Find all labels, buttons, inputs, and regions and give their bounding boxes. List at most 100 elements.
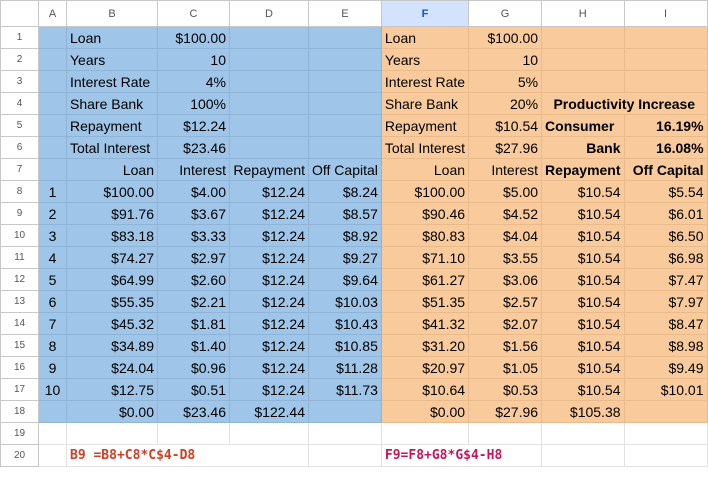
cell-right-params-3-label[interactable]: Share Bank [380,92,470,115]
cell-left-rows-3-1[interactable]: $74.27 [66,246,158,269]
row-header[interactable]: 6 [0,136,39,159]
cell-right-rows-1-3[interactable]: $6.01 [623,202,708,225]
empty-cell[interactable] [541,48,625,71]
cell-right-params-5-value[interactable]: $27.96 [468,136,543,159]
empty-cell[interactable] [623,422,708,445]
cell-left-rows-7-4[interactable]: $10.85 [308,334,382,357]
cell-left-rows-6-0[interactable]: 7 [38,312,67,335]
cell-right-rows-5-3[interactable]: $7.97 [623,290,708,313]
cell-left-params-0-value[interactable]: $100.00 [157,26,230,49]
cell-left-rows-4-1[interactable]: $64.99 [66,268,158,291]
cell-left-rows-0-3[interactable]: $12.24 [229,180,309,203]
cell-right-rows-2-0[interactable]: $80.83 [380,224,470,247]
cell-right-totals-1[interactable]: $27.96 [468,400,543,423]
empty-cell[interactable] [308,114,382,137]
row-header[interactable]: 10 [0,224,39,247]
empty-cell[interactable] [308,70,382,93]
row-header[interactable]: 17 [0,378,39,401]
cell-left-rows-0-4[interactable]: $8.24 [308,180,382,203]
cell-right-rows-7-1[interactable]: $1.56 [468,334,543,357]
cell-left-rows-5-1[interactable]: $55.35 [66,290,158,313]
cell-right-productivity-title[interactable]: Productivity Increase [541,92,708,115]
cell-left-rows-6-1[interactable]: $45.32 [66,312,158,335]
cell-right-rows-4-2[interactable]: $10.54 [541,268,625,291]
row-header[interactable]: 1 [0,26,39,49]
empty-cell[interactable] [541,26,625,49]
row-header[interactable]: 11 [0,246,39,269]
cell-left-rows-2-4[interactable]: $8.92 [308,224,382,247]
cell-right-rows-5-0[interactable]: $51.35 [380,290,470,313]
cell-left-rows-5-3[interactable]: $12.24 [229,290,309,313]
cell-left-rows-7-3[interactable]: $12.24 [229,334,309,357]
cell-right-rows-9-3[interactable]: $10.01 [623,378,708,401]
cell-right-rows-7-0[interactable]: $31.20 [380,334,470,357]
cell-right-productivity-consumer_value[interactable]: 16.19% [623,114,708,137]
cell-right-rows-9-2[interactable]: $10.54 [541,378,625,401]
row-header[interactable]: 9 [0,202,39,225]
row-header[interactable]: 7 [0,158,39,181]
cell-left-rows-3-2[interactable]: $2.97 [157,246,230,269]
cell-left-rows-6-4[interactable]: $10.43 [308,312,382,335]
cell-left-rows-4-0[interactable]: 5 [38,268,67,291]
cell-left-rows-7-2[interactable]: $1.40 [157,334,230,357]
cell-right-rows-1-0[interactable]: $90.46 [380,202,470,225]
cell-right-rows-6-0[interactable]: $41.32 [380,312,470,335]
empty-cell[interactable] [541,444,625,467]
cell-left-rows-2-3[interactable]: $12.24 [229,224,309,247]
cell-left-params-4-value[interactable]: $12.24 [157,114,230,137]
row-header[interactable]: 12 [0,268,39,291]
column-header-f[interactable]: F [380,0,470,27]
row-header[interactable]: 3 [0,70,39,93]
cell-right-rows-4-0[interactable]: $61.27 [380,268,470,291]
cell-right-params-2-label[interactable]: Interest Rate [380,70,470,93]
cell-left-totals-2[interactable]: $122.44 [229,400,309,423]
cell-left-rows-2-2[interactable]: $3.33 [157,224,230,247]
cell-left-rows-8-0[interactable]: 9 [38,356,67,379]
cell-left-rows-8-3[interactable]: $12.24 [229,356,309,379]
cell-right-totals-0[interactable]: $0.00 [380,400,470,423]
cell-right-rows-6-1[interactable]: $2.07 [468,312,543,335]
empty-cell[interactable] [229,26,309,49]
empty-cell[interactable] [229,136,309,159]
cell-left-params-4-label[interactable]: Repayment [66,114,158,137]
cell-left-rows-8-4[interactable]: $11.28 [308,356,382,379]
cell-left-params-1-value[interactable]: 10 [157,48,230,71]
cell-left-rows-9-2[interactable]: $0.51 [157,378,230,401]
cell-left-rows-2-0[interactable]: 3 [38,224,67,247]
row-header[interactable]: 15 [0,334,39,357]
column-header-c[interactable]: C [157,0,230,27]
cell-right-totals-2[interactable]: $105.38 [541,400,625,423]
cell-left-rows-1-3[interactable]: $12.24 [229,202,309,225]
empty-cell[interactable] [623,400,708,423]
empty-cell[interactable] [541,422,625,445]
row-header[interactable]: 20 [0,444,39,467]
cell-left-rows-9-1[interactable]: $12.75 [66,378,158,401]
cell-right-headers-3[interactable]: Off Capital [623,158,708,181]
cell-left-rows-8-1[interactable]: $24.04 [66,356,158,379]
empty-cell[interactable] [229,114,309,137]
cell-left-rows-4-4[interactable]: $9.64 [308,268,382,291]
cell-left-params-3-value[interactable]: 100% [157,92,230,115]
empty-cell[interactable] [38,48,67,71]
cell-right-rows-3-2[interactable]: $10.54 [541,246,625,269]
column-header-g[interactable]: G [468,0,543,27]
cell-right-rows-8-1[interactable]: $1.05 [468,356,543,379]
cell-left-headers-2[interactable]: Repayment [229,158,309,181]
empty-cell[interactable] [157,422,230,445]
empty-cell[interactable] [623,26,708,49]
cell-right-rows-1-2[interactable]: $10.54 [541,202,625,225]
cell-left-rows-7-0[interactable]: 8 [38,334,67,357]
cell-left-params-2-label[interactable]: Interest Rate [66,70,158,93]
cell-right-rows-4-3[interactable]: $7.47 [623,268,708,291]
column-header-b[interactable]: B [66,0,158,27]
cell-right-rows-0-2[interactable]: $10.54 [541,180,625,203]
cell-left-rows-1-4[interactable]: $8.57 [308,202,382,225]
row-header[interactable]: 14 [0,312,39,335]
cell-left-rows-1-2[interactable]: $3.67 [157,202,230,225]
cell-left-rows-5-4[interactable]: $10.03 [308,290,382,313]
empty-cell[interactable] [623,48,708,71]
empty-cell[interactable] [38,136,67,159]
empty-cell[interactable] [229,92,309,115]
empty-cell[interactable] [38,26,67,49]
cell-right-rows-6-3[interactable]: $8.47 [623,312,708,335]
